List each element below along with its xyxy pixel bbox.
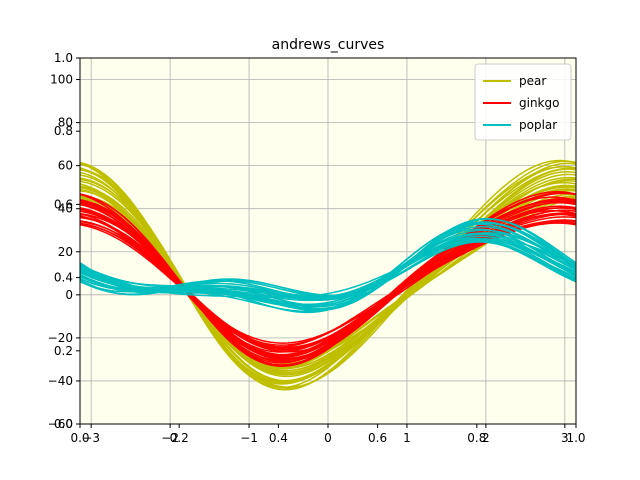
curve-pear: [80, 159, 576, 388]
y-tick-label: 40: [58, 202, 73, 216]
overlay-y-tick-label: 1.0: [54, 51, 73, 65]
overlay-x-tick-label: 0.0: [70, 431, 89, 445]
y-tick-label: 80: [58, 116, 73, 130]
y-tick-label: −40: [48, 374, 73, 388]
overlay-y-tick-label: 0.8: [54, 124, 73, 138]
legend: pear ginkgo poplar: [474, 63, 572, 141]
x-tick-label: 2: [482, 431, 490, 445]
series-poplar: [80, 217, 576, 314]
curve-pear: [80, 160, 576, 391]
y-tick-label: 100: [50, 73, 73, 87]
curve-ginkgo: [80, 191, 576, 367]
x-tick-label: −2: [161, 431, 179, 445]
curve-poplar: [80, 229, 576, 308]
y-tick-label: −20: [48, 331, 73, 345]
curve-poplar: [80, 218, 576, 311]
overlay-y-tick-label: 0.2: [54, 344, 73, 358]
legend-label-ginkgo: ginkgo: [519, 96, 559, 110]
curves-layer: [80, 159, 576, 391]
y-tick-label: 60: [58, 159, 73, 173]
axis-ticks: −3 −2 −1 0 1 2 3 −60 −40 −20 0 20 40 60 80 100 0.0 0.2 0.4…: [48, 51, 586, 445]
y-tick-label: 20: [58, 245, 73, 259]
y-tick-label: 0: [65, 288, 73, 302]
overlay-x-tick-label: 0.4: [269, 431, 288, 445]
x-tick-label: 3: [561, 431, 569, 445]
overlay-y-tick-label: 0.0: [54, 417, 73, 431]
chart-title: andrews_curves: [272, 37, 385, 53]
y-tick-label: −60: [48, 417, 73, 431]
overlay-y-tick-label: 0.4: [54, 271, 73, 285]
x-tick-label: −1: [240, 431, 258, 445]
legend-box: [474, 63, 572, 141]
legend-label-poplar: poplar: [519, 118, 557, 132]
legend-label-pear: pear: [519, 74, 546, 88]
overlay-x-tick-label: 0.6: [368, 431, 387, 445]
overlay-x-tick-label: 0.8: [467, 431, 486, 445]
overlay-x-tick-label: 0.2: [170, 431, 189, 445]
x-tick-label: −3: [82, 431, 100, 445]
x-tick-label: 1: [403, 431, 411, 445]
overlay-y-tick-label: 0.6: [54, 197, 73, 211]
overlay-x-tick-label: 1.0: [566, 431, 585, 445]
x-tick-label: 0: [324, 431, 332, 445]
